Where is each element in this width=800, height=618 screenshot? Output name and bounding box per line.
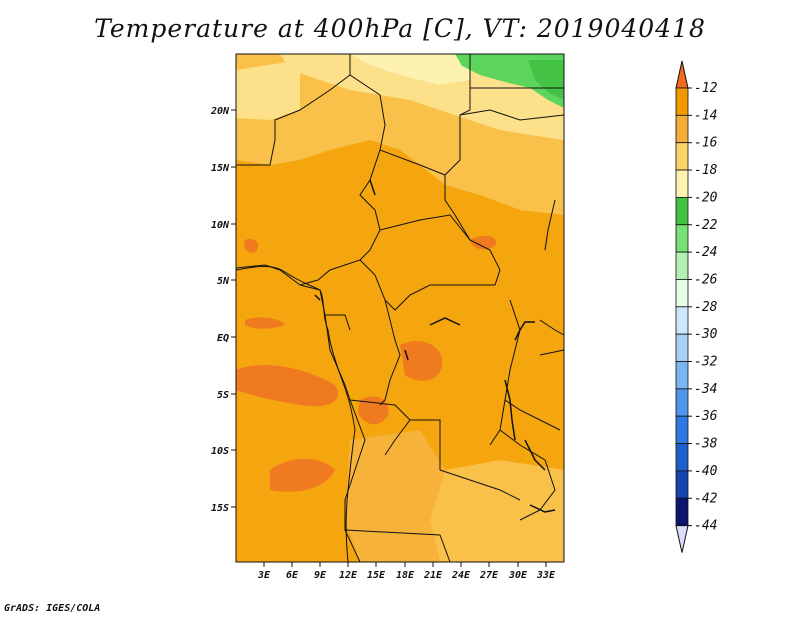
grads-credit: GrADS: IGES/COLA <box>4 603 101 614</box>
hot-spot-sudan <box>470 235 496 250</box>
colorbar-label: -36 <box>694 409 718 424</box>
colorbar-label: -20 <box>694 190 718 205</box>
colorbar-label: -28 <box>694 300 718 315</box>
hot-spot-gulf <box>245 317 285 329</box>
colorbar-swatch <box>675 443 689 472</box>
hot-spot-southwest <box>270 458 335 492</box>
hot-spot-congo <box>400 341 443 381</box>
lon-tick-label: 15E <box>367 570 386 581</box>
colorbar-bottom-arrow <box>675 525 689 553</box>
colorbar-label: -16 <box>694 136 718 151</box>
lon-axis: 3E 6E 9E 12E 15E 18E 21E 24E 27E 30E 33E <box>257 562 556 581</box>
colorbar-label: -30 <box>694 327 718 342</box>
lakes <box>314 179 556 513</box>
colorbar-swatch <box>675 279 689 308</box>
colorbar-label: -38 <box>694 437 718 452</box>
colorbar-label: -24 <box>694 245 717 260</box>
colorbar-swatch <box>675 306 689 335</box>
colorbar-swatch <box>675 142 689 171</box>
colorbar-swatch <box>675 87 689 116</box>
map-title: Temperature at 400hPa [C], VT: 201904041… <box>94 14 706 43</box>
colorbar-swatch <box>675 361 689 390</box>
west-coastline <box>235 265 356 563</box>
colorbar-label: -26 <box>694 272 718 287</box>
lon-tick-label: 3E <box>257 570 271 581</box>
green-corner-dark <box>528 60 564 100</box>
lon-tick-label: 18E <box>396 570 415 581</box>
lat-tick-label: EQ <box>217 333 229 344</box>
colorbar-label: -22 <box>694 218 718 233</box>
colorbar-swatch <box>675 497 689 527</box>
colorbar-swatch <box>675 169 689 198</box>
colorbar-label: -42 <box>694 491 718 506</box>
lon-tick-label: 12E <box>339 570 358 581</box>
colorbar-label: -44 <box>694 519 717 534</box>
colorbar-swatch <box>675 470 689 499</box>
country-borders <box>235 54 565 563</box>
northwest-pale-patch <box>236 60 300 120</box>
lat-tick-label: 10N <box>211 220 230 231</box>
hot-spot-nigeria <box>244 238 259 253</box>
map-frame <box>235 53 565 563</box>
lon-tick-label: 30E <box>508 570 528 581</box>
colorbar-swatch <box>675 333 689 362</box>
colorbar-swatch <box>675 196 689 226</box>
colorbar-top-arrow <box>675 60 689 89</box>
colorbar-label: -12 <box>694 81 718 96</box>
colorbar-label: -14 <box>694 108 717 123</box>
lat-tick-label: 10S <box>211 446 229 457</box>
colorbar-label: -32 <box>694 355 718 370</box>
lon-tick-label: 6E <box>286 570 299 581</box>
pale-north-patch <box>350 54 470 85</box>
hot-spot-west <box>236 365 339 407</box>
colorbar-label: -34 <box>694 382 717 397</box>
lat-tick-label: 15S <box>211 503 229 514</box>
lat-tick-label: 20N <box>210 106 230 117</box>
colorbar-swatch <box>675 224 689 253</box>
lon-tick-label: 27E <box>479 570 499 581</box>
colorbar-swatch <box>675 388 689 417</box>
lat-tick-label: 5N <box>217 276 230 287</box>
lon-tick-label: 9E <box>314 570 327 581</box>
lon-tick-label: 21E <box>423 570 443 581</box>
lat-tick-label: 5S <box>217 390 229 401</box>
lat-axis: 20N 15N 10N 5N EQ 5S 10S 15S <box>210 106 236 514</box>
lon-tick-label: 33E <box>536 570 556 581</box>
colorbar: -12 -14 -16 -18 -20 -22 -24 -26 -28 -30 -32 -34 -36 -… <box>675 60 718 553</box>
map-panel <box>235 53 565 563</box>
colorbar-label: -40 <box>694 464 718 479</box>
colorbar-label: -18 <box>694 163 718 178</box>
southeast-light-region <box>430 460 564 562</box>
lat-tick-label: 15N <box>211 163 230 174</box>
colorbar-swatch <box>675 415 689 444</box>
lon-tick-label: 24E <box>451 570 471 581</box>
south-light-region <box>345 430 445 562</box>
colorbar-swatch <box>675 114 689 144</box>
colorbar-swatch <box>675 251 689 280</box>
